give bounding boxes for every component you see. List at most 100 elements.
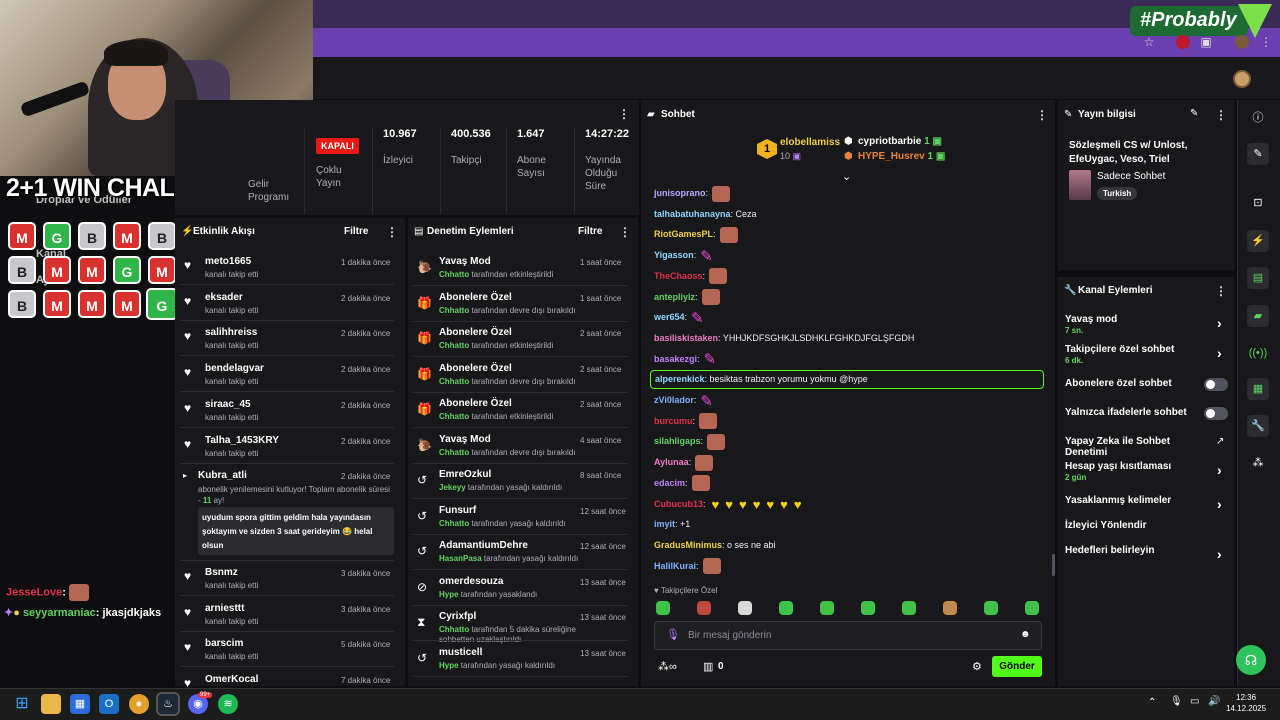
outlook-icon[interactable]: O	[99, 694, 119, 714]
language-tag[interactable]: Turkish	[1097, 187, 1138, 200]
browser-address-bar[interactable]	[313, 28, 1280, 57]
chat-username[interactable]: junisoprano	[654, 188, 706, 198]
document-icon[interactable]: ▤	[1247, 267, 1269, 289]
chat-username[interactable]: basakezgi	[654, 353, 698, 364]
activity-username[interactable]: salihhreiss	[205, 327, 258, 339]
emote-icon[interactable]	[656, 601, 670, 615]
channel-action-label[interactable]: Abonelere özel sohbet	[1065, 378, 1172, 389]
activity-username[interactable]: barscim	[205, 638, 244, 650]
monitor-icon[interactable]: ▭	[1190, 696, 1200, 707]
chevron-down-icon[interactable]: ⌄	[842, 171, 852, 183]
category-name[interactable]: Sadece Sohbet	[1097, 171, 1166, 182]
moderation-action-name[interactable]: omerdesouza	[439, 575, 504, 587]
moderator-name[interactable]: Chhatto	[439, 518, 470, 528]
moderation-action-name[interactable]: Abonelere Özel	[439, 327, 512, 338]
chat-username[interactable]: TheChaoss	[654, 270, 703, 281]
activity-username[interactable]: meto1665	[205, 256, 252, 267]
moderation-action-name[interactable]: Cyrixfpl	[439, 611, 477, 622]
channel-actions-more-icon[interactable]: ⋮	[1215, 284, 1227, 298]
emote-icon[interactable]	[943, 601, 957, 615]
broadcast-icon[interactable]: ((•))	[1248, 347, 1268, 359]
chevron-right-icon[interactable]: ›	[1217, 546, 1222, 562]
chat-username[interactable]: Aylunaa	[654, 457, 689, 468]
multi-stream-label[interactable]: Çoklu Yayın	[316, 165, 342, 189]
pencil-icon[interactable]: ✎	[1247, 143, 1269, 165]
emote-icon[interactable]	[738, 601, 752, 615]
stats-more-icon[interactable]: ⋮	[618, 107, 630, 121]
chat-username[interactable]: wer654	[654, 312, 685, 323]
microphone-icon[interactable]: 🎙	[1170, 696, 1183, 707]
emote-icon[interactable]	[984, 601, 998, 615]
chat-username[interactable]: Cubucub13	[654, 498, 704, 509]
channel-action-label[interactable]: Yavaş mod	[1065, 314, 1118, 325]
moderation-more-icon[interactable]: ⋮	[619, 225, 631, 239]
profile-avatar-icon[interactable]	[1235, 35, 1249, 49]
external-link-icon[interactable]: ↗	[1216, 436, 1225, 447]
microphone-icon[interactable]: 🎙	[666, 629, 680, 641]
activity-username[interactable]: Talha_1453KRY	[205, 434, 279, 446]
emote-icon[interactable]	[820, 601, 834, 615]
file-explorer-icon[interactable]	[41, 694, 61, 714]
chevron-right-icon[interactable]: ›	[1217, 315, 1222, 331]
emote-icon[interactable]	[902, 601, 916, 615]
moderator-name[interactable]: Chhatto	[439, 625, 470, 634]
emoji-picker-icon[interactable]: ☻	[1020, 629, 1031, 640]
toggle-switch[interactable]	[1204, 378, 1228, 391]
lightning-icon[interactable]: ⚡	[1247, 230, 1269, 252]
moderation-filter-button[interactable]: Filtre	[578, 226, 603, 237]
chevron-right-icon[interactable]: ›	[1217, 496, 1222, 512]
moderation-action-name[interactable]: Yavaş Mod	[439, 256, 491, 267]
chat-username[interactable]: RiotGamesPL	[654, 229, 714, 240]
leaderboard-user-1[interactable]: elobellamiss	[780, 137, 841, 148]
activity-username[interactable]: arniesttt	[205, 602, 245, 614]
channel-action-label[interactable]: İzleyici Yönlendir	[1065, 520, 1147, 531]
edit-pencil-icon[interactable]: ✎	[1190, 108, 1199, 119]
chat-scrollbar[interactable]	[1052, 554, 1055, 576]
windows-start-icon[interactable]: ⊞	[15, 695, 29, 712]
chat-username[interactable]: Yigasson	[654, 250, 694, 261]
moderation-action-name[interactable]: Funsurf	[439, 504, 477, 516]
leaderboard-user-2[interactable]: cypriotbarbie 1 ▣	[858, 136, 942, 147]
apps-icon[interactable]: ⁂	[1252, 457, 1264, 469]
moderator-name[interactable]: Hype	[439, 660, 459, 670]
chat-username[interactable]: HalilKurai	[654, 560, 697, 571]
moderator-name[interactable]: Chhatto	[439, 341, 470, 350]
focus-icon[interactable]: ⊡	[1253, 197, 1263, 209]
channel-action-label[interactable]: Hedefleri belirleyin	[1065, 545, 1155, 556]
category-thumbnail[interactable]	[1069, 170, 1091, 200]
settings-gear-icon[interactable]: ⚙	[972, 661, 982, 673]
moderator-name[interactable]: Hype	[439, 589, 459, 599]
store-icon[interactable]: ▥	[703, 661, 714, 673]
chat-more-icon[interactable]: ⋮	[1036, 108, 1048, 122]
chat-username[interactable]: GradusMinimus	[654, 539, 723, 550]
channel-action-label[interactable]: Hesap yaşı kısıtlaması	[1065, 461, 1172, 472]
browser-menu-icon[interactable]: ⋮	[1260, 35, 1272, 49]
moderator-name[interactable]: HasanPasa	[439, 554, 482, 563]
steam-icon[interactable]: ♨	[156, 692, 180, 716]
chat-username[interactable]: imyit	[654, 519, 676, 530]
moderation-action-name[interactable]: Yavaş Mod	[439, 433, 491, 445]
send-button[interactable]: Gönder	[992, 656, 1042, 677]
chat-username[interactable]: talhabatuhanayna	[654, 208, 731, 219]
stream-info-more-icon[interactable]: ⋮	[1215, 108, 1227, 122]
chevron-right-icon[interactable]: ›	[1217, 345, 1222, 361]
moderation-action-name[interactable]: AdamantiumDehre	[439, 540, 528, 551]
moderator-name[interactable]: Jekeyy	[439, 483, 466, 492]
moderator-name[interactable]: Chhatto	[439, 305, 470, 315]
chat-username[interactable]: silahligaps	[654, 436, 701, 447]
chat-username[interactable]: alperenkick	[655, 374, 705, 385]
activity-username[interactable]: OmerKocal	[205, 674, 259, 686]
emote-icon[interactable]	[697, 601, 711, 615]
tray-chevron-up-icon[interactable]: ⌃	[1148, 697, 1157, 708]
emote-icon[interactable]	[779, 601, 793, 615]
moderation-action-name[interactable]: Abonelere Özel	[439, 362, 512, 374]
toggle-switch[interactable]	[1204, 407, 1228, 420]
chat-username[interactable]: zVi0lador	[654, 395, 694, 405]
chat-input[interactable]	[654, 621, 1042, 650]
moderator-name[interactable]: Chhatto	[439, 270, 470, 279]
volume-icon[interactable]: 🔊	[1208, 696, 1221, 707]
activity-username[interactable]: bendelagvar	[205, 363, 264, 375]
channel-action-label[interactable]: Takipçilere özel sohbet	[1065, 344, 1175, 355]
chrome-icon[interactable]: ●	[129, 694, 149, 714]
moderation-action-name[interactable]: Abonelere Özel	[439, 291, 512, 303]
